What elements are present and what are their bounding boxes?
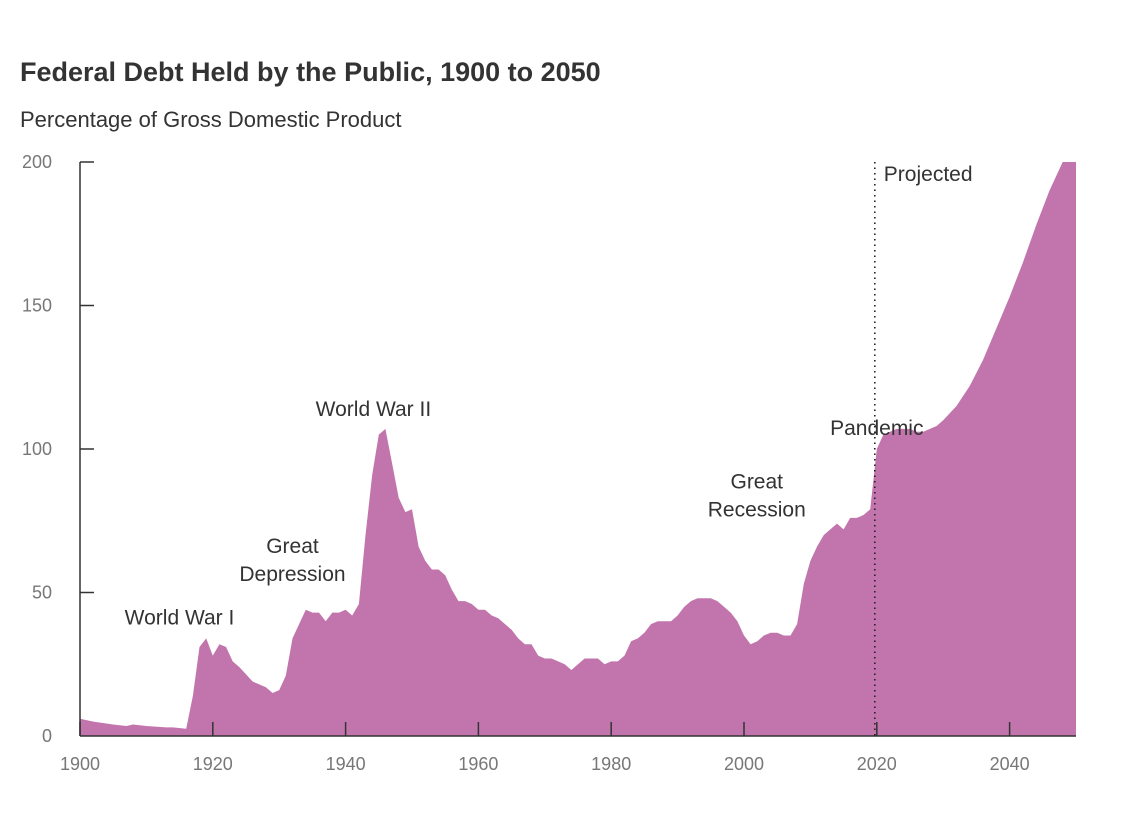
annotation-world-war-ii: World War II (316, 398, 432, 421)
x-tick-label: 2020 (857, 754, 897, 774)
annotation-layer: World War I Great Depression World War II Gr… (125, 398, 924, 630)
chart-subtitle: Percentage of Gross Domestic Product (20, 107, 402, 132)
x-tick-label: 1980 (591, 754, 631, 774)
annotation-line: Recession (708, 499, 806, 522)
y-tick-label: 200 (22, 152, 52, 172)
y-tick-label: 0 (42, 726, 52, 746)
x-tick-label: 1920 (193, 754, 233, 774)
chart-title: Federal Debt Held by the Public, 1900 to… (20, 57, 601, 87)
annotation-line: Great (266, 535, 319, 558)
x-tick-label: 1940 (326, 754, 366, 774)
annotation-pandemic: Pandemic (830, 417, 923, 440)
x-tick-label: 1900 (60, 754, 100, 774)
y-tick-label: 150 (22, 296, 52, 316)
annotation-line: Depression (239, 563, 345, 586)
annotation-great-recession: Great Recession (708, 471, 806, 522)
x-tick-label: 2000 (724, 754, 764, 774)
annotation-world-war-i: World War I (125, 606, 235, 629)
y-tick-label: 100 (22, 439, 52, 459)
annotation-great-depression: Great Depression (239, 535, 345, 586)
annotation-line: Great (730, 471, 783, 494)
annotation-line: World War II (316, 398, 432, 421)
debt-area-series (80, 162, 1076, 736)
annotation-line: Pandemic (830, 417, 923, 440)
projection-label: Projected (884, 163, 973, 186)
axes-layer: 0 50 100 150 200 1900 1920 1940 1960 1980 2000 2020… (22, 152, 1076, 774)
area-series-layer (80, 162, 1076, 736)
annotation-line: World War I (125, 606, 235, 629)
x-tick-label: 1960 (458, 754, 498, 774)
x-tick-label: 2040 (990, 754, 1030, 774)
y-tick-label: 50 (32, 583, 52, 603)
